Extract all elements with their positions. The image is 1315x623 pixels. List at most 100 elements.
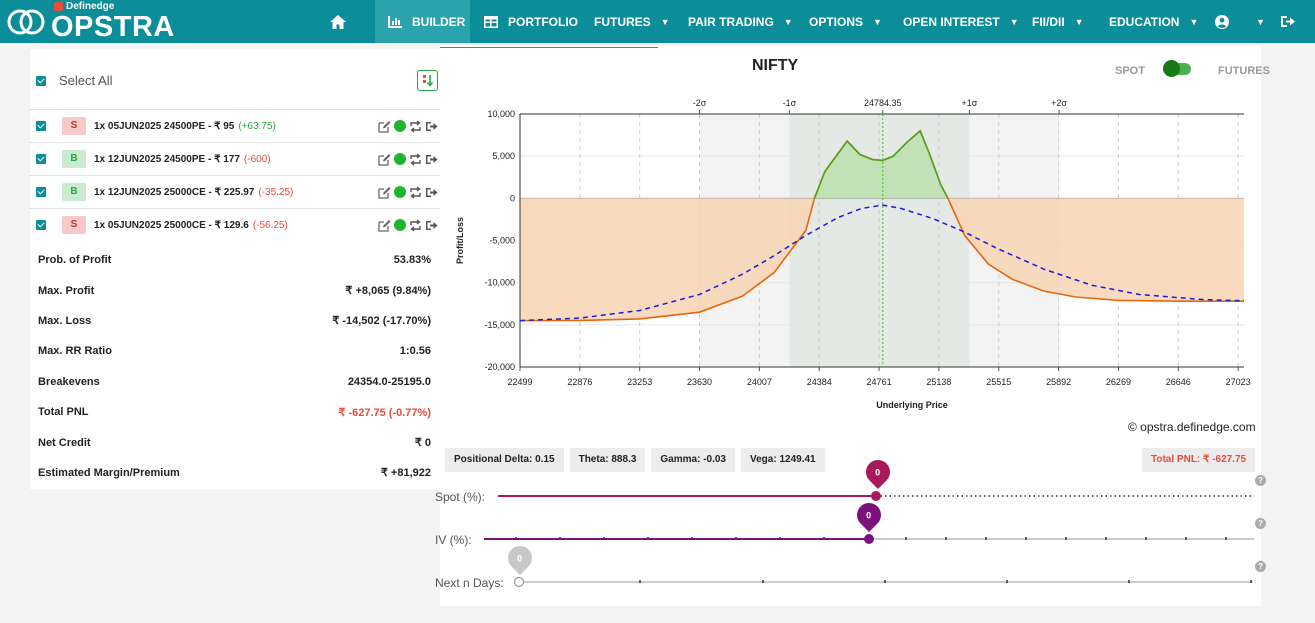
y-tick-label: -5,000 (489, 236, 515, 246)
swap-icon[interactable] (409, 119, 422, 133)
swap-icon[interactable] (409, 185, 422, 199)
nav-fii-dii[interactable]: FII/DII ▼ (1032, 0, 1084, 43)
nav-portfolio[interactable]: PORTFOLIO (484, 0, 578, 43)
x-tick-label: 24761 (867, 377, 892, 387)
leg-description: 1x 12JUN2025 25000CE - ₹ 225.97 (-35.25) (94, 187, 293, 198)
x-tick-label: 26646 (1166, 377, 1191, 387)
leg-checkbox[interactable] (36, 220, 46, 230)
x-tick-label: 25138 (926, 377, 951, 387)
help-icon[interactable]: ? (1255, 561, 1266, 572)
leg-row[interactable]: B 1x 12JUN2025 24500PE - ₹ 177 (-600) (30, 142, 440, 175)
x-tick-label: 25515 (986, 377, 1011, 387)
stats-list: Prob. of Profit 53.83% Max. Profit ₹ +8,065… (30, 245, 440, 488)
leg-side-badge[interactable]: B (62, 183, 86, 201)
stat-value: 24354.0-25195.0 (347, 375, 431, 388)
stat-label: Net Credit (38, 436, 91, 449)
x-tick-label: 22876 (567, 377, 592, 387)
leg-side-badge[interactable]: B (62, 150, 86, 168)
edit-icon[interactable] (378, 153, 391, 166)
stat-row: Estimated Margin/Premium ₹ +81,922 (30, 458, 440, 488)
help-icon[interactable]: ? (1255, 475, 1266, 486)
leg-description: 1x 05JUN2025 24500PE - ₹ 95 (+63.75) (94, 121, 276, 132)
status-dot-icon[interactable] (394, 186, 406, 198)
nav-open-interest[interactable]: OPEN INTEREST ▼ (903, 0, 1019, 43)
leg-side-badge[interactable]: S (62, 216, 86, 234)
leg-row[interactable]: S 1x 05JUN2025 24500PE - ₹ 95 (+63.75) (30, 109, 440, 142)
days-slider[interactable] (513, 577, 1258, 589)
swap-icon[interactable] (409, 218, 422, 232)
payoff-panel: NIFTY SPOT FUTURES 10,000 5,000 0 -5,000 -10… (435, 46, 1270, 606)
leg-contract: 1x 05JUN2025 24500PE - ₹ 95 (94, 120, 235, 132)
leg-pnl: (-56.25) (252, 219, 288, 231)
status-dot-icon[interactable] (394, 153, 406, 165)
opstra-logo-icon[interactable] (6, 2, 46, 42)
leg-contract: 1x 12JUN2025 25000CE - ₹ 225.97 (94, 186, 255, 198)
leg-pnl: (+63.75) (238, 120, 276, 132)
leg-side-badge[interactable]: S (62, 117, 86, 135)
brand-sub-label: Definedge (66, 1, 115, 12)
x-tick-label: 24384 (807, 377, 832, 387)
select-all-row[interactable]: Select All (36, 73, 112, 88)
stat-row: Breakevens 24354.0-25195.0 (30, 367, 440, 397)
leg-checkbox[interactable] (36, 154, 46, 164)
help-icon[interactable]: ? (1255, 518, 1266, 529)
theta-badge: Theta: 888.3 (569, 448, 646, 472)
nav-education-label: EDUCATION (1109, 14, 1180, 29)
nav-futures-label: FUTURES (594, 14, 651, 29)
nav-pair-trading[interactable]: PAIR TRADING ▼ (688, 0, 793, 43)
stat-value: 53.83% (393, 254, 431, 267)
swap-icon[interactable] (409, 152, 422, 166)
y-axis-title: Profit/Loss (455, 217, 465, 264)
sort-legs-button[interactable] (417, 70, 438, 91)
exit-icon[interactable] (425, 153, 438, 166)
leg-actions (378, 152, 438, 166)
status-dot-icon[interactable] (394, 219, 406, 231)
leg-pnl: (-600) (243, 153, 271, 165)
account-menu[interactable]: ▼ (1215, 0, 1265, 43)
stat-value: ₹ +81,922 (380, 467, 431, 480)
stat-value: 1:0.56 (399, 345, 431, 358)
payoff-chart[interactable]: 10,000 5,000 0 -5,000 -10,000 -15,000 -20,000 2… (440, 86, 1261, 416)
nav-futures[interactable]: FUTURES ▼ (594, 0, 670, 43)
iv-slider[interactable] (484, 534, 1258, 546)
leg-checkbox[interactable] (36, 187, 46, 197)
nav-options-label: OPTIONS (809, 14, 864, 29)
exit-icon[interactable] (425, 120, 438, 133)
x-tick-label: 26269 (1106, 377, 1131, 387)
edit-icon[interactable] (378, 219, 391, 232)
sort-icon (422, 75, 433, 87)
leg-checkbox[interactable] (36, 121, 46, 131)
y-tick-label: -20,000 (484, 362, 515, 372)
nav-education[interactable]: EDUCATION ▼ (1109, 0, 1198, 43)
select-all-checkbox[interactable] (36, 75, 46, 86)
edit-icon[interactable] (378, 120, 391, 133)
delta-badge: Positional Delta: 0.15 (445, 448, 564, 472)
iv-slider-handle[interactable] (864, 534, 874, 544)
days-slider-ticks (639, 580, 1252, 583)
nav-builder[interactable]: BUILDER (375, 0, 470, 43)
leg-row[interactable]: S 1x 05JUN2025 25000CE - ₹ 129.6 (-56.25) (30, 208, 440, 241)
leg-row[interactable]: B 1x 12JUN2025 25000CE - ₹ 225.97 (-35.25) (30, 175, 440, 208)
status-dot-icon[interactable] (394, 120, 406, 132)
days-slider-handle[interactable] (513, 577, 525, 588)
exit-icon[interactable] (425, 186, 438, 199)
nav-open-interest-label: OPEN INTEREST (903, 14, 1000, 29)
spot-slider-handle[interactable] (871, 491, 881, 501)
brand-name[interactable]: OPSTRA (51, 11, 175, 43)
exit-icon[interactable] (425, 219, 438, 232)
spot-slider-label: Spot (%): (435, 490, 486, 504)
edit-icon[interactable] (378, 186, 391, 199)
leg-contract: 1x 05JUN2025 25000CE - ₹ 129.6 (94, 219, 249, 231)
profit-area (520, 130, 1244, 199)
stat-value: ₹ -627.75 (-0.77%) (338, 406, 431, 419)
home-nav[interactable] (330, 0, 346, 43)
nav-options[interactable]: OPTIONS ▼ (809, 0, 882, 43)
leg-pnl: (-35.25) (258, 186, 294, 198)
spot-futures-toggle[interactable] (1163, 60, 1191, 77)
logout-button[interactable] (1281, 0, 1295, 43)
x-tick-label: 23253 (627, 377, 652, 387)
top-navbar: Definedge OPSTRA BUILDER PORTFOLIO FUTUR… (0, 0, 1315, 43)
vega-badge: Vega: 1249.41 (741, 448, 825, 472)
spot-slider[interactable] (498, 491, 1258, 503)
x-axis-title: Underlying Price (876, 400, 948, 410)
